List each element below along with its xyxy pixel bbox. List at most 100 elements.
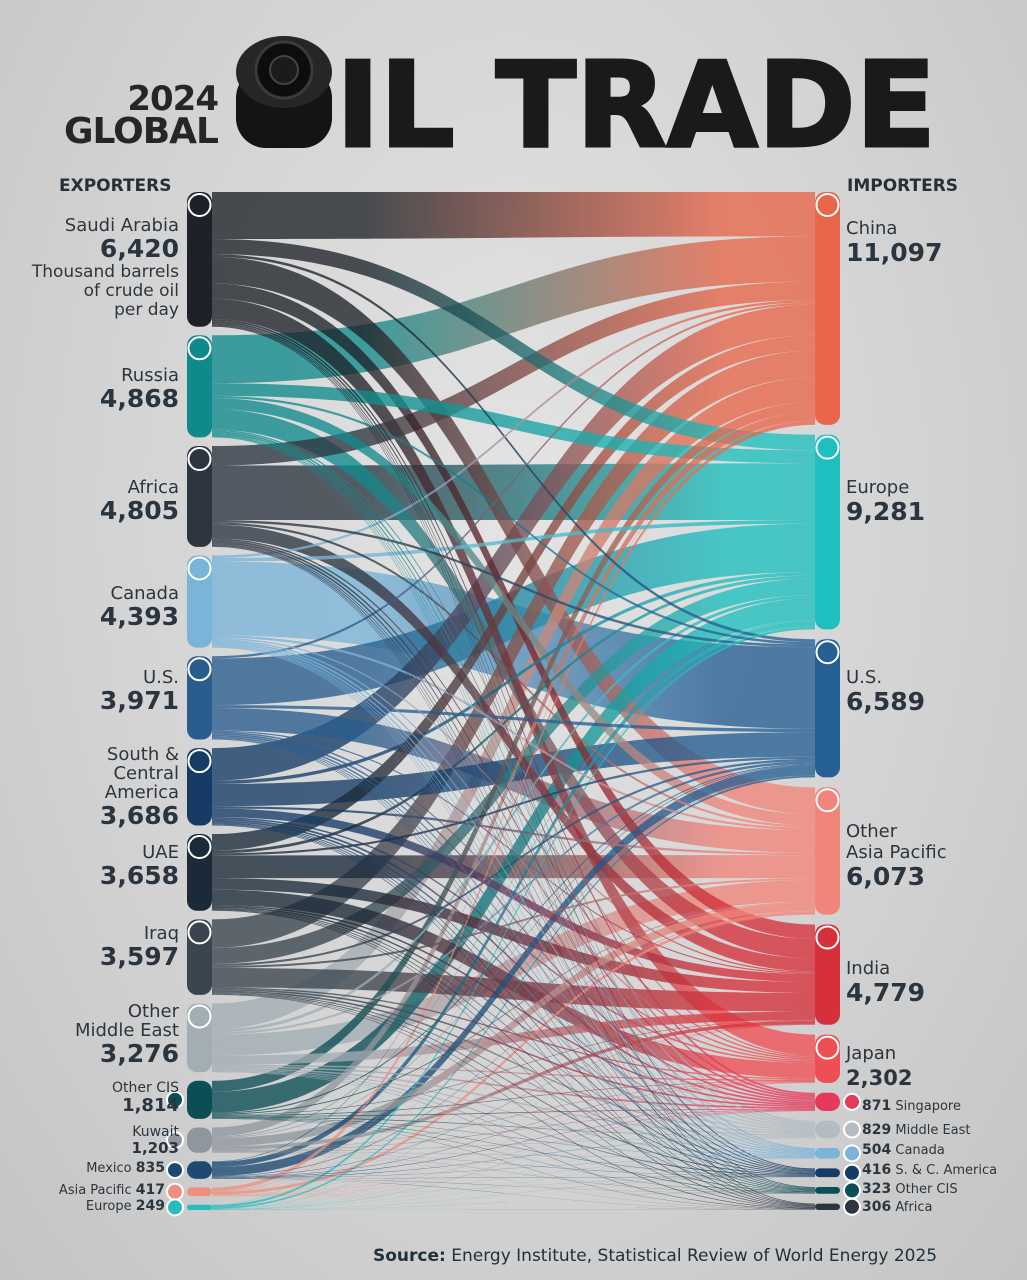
- importer-value: 11,097: [846, 238, 943, 267]
- flow-10-1: [212, 619, 815, 1138]
- importer-name: Other: [846, 821, 898, 842]
- flow-13-0: [212, 424, 815, 1206]
- flow-4-5: [212, 731, 815, 1062]
- flow-1-2: [212, 395, 815, 645]
- flow-2-7: [212, 541, 815, 1127]
- flow-0-9: [212, 324, 815, 1170]
- flow-10-5: [212, 1081, 815, 1151]
- flow-8-6: [212, 1066, 815, 1109]
- importer-value: 2,302: [846, 1066, 913, 1090]
- flow-7-5: [212, 987, 815, 1080]
- importer-label-india: India 4,779: [846, 958, 925, 1007]
- flow-7-10: [212, 993, 815, 1193]
- flow-11-8: [212, 1158, 815, 1179]
- china-flag-icon: [815, 193, 840, 217]
- exporter-name: UAE: [142, 842, 179, 863]
- flow-12-4: [212, 1024, 815, 1195]
- exporter-value: 249: [135, 1198, 165, 1214]
- exporter-node: [187, 1204, 212, 1210]
- importer-value: 6,589: [846, 687, 926, 716]
- flow-13-10: [212, 1193, 815, 1210]
- flow-12-3: [212, 911, 815, 1195]
- flow-12-6: [212, 1110, 815, 1196]
- importer-node: [815, 1092, 840, 1111]
- flow-1-6: [212, 431, 815, 1097]
- importer-label-other-asia-pacific: Other Asia Pacific 6,073: [846, 821, 947, 891]
- importer-label-singapore: 871 Singapore: [862, 1098, 961, 1114]
- importer-value: 323: [862, 1181, 892, 1197]
- africa-icon: [843, 1197, 861, 1216]
- exporter-value: 4,868: [99, 384, 179, 413]
- flow-6-4: [212, 878, 815, 994]
- importer-label-china: China 11,097: [846, 218, 942, 267]
- flow-8-7: [212, 1067, 815, 1137]
- flow-8-1: [212, 595, 815, 1033]
- importer-node: [815, 434, 840, 630]
- exporter-node: [187, 1161, 212, 1179]
- importer-label-japan: Japan 2,302: [846, 1043, 912, 1092]
- exporter-name: Europe: [85, 1199, 132, 1214]
- flow-2-1: [212, 463, 815, 521]
- flow-5-1: [212, 572, 815, 784]
- flow-7-2: [212, 758, 815, 966]
- iraq-flag-icon: [187, 920, 212, 945]
- importer-name: U.S.: [846, 667, 883, 688]
- unit-note-line: per day: [114, 300, 179, 320]
- flow-13-3: [212, 914, 815, 1210]
- importer-name: Singapore: [895, 1099, 961, 1114]
- exporter-node: [187, 1127, 212, 1153]
- flow-13-6: [212, 1110, 815, 1210]
- title-text: IL TRADE: [336, 36, 936, 156]
- exporter-value: 1,203: [131, 1139, 179, 1157]
- exporter-label-asia-pacific: Asia Pacific 417: [59, 1182, 165, 1198]
- exporter-name: Central: [113, 763, 179, 784]
- importer-node: [815, 1168, 840, 1178]
- flow-6-6: [212, 904, 815, 1106]
- unit-note-line: Thousand barrels: [31, 262, 179, 282]
- flow-2-6: [212, 539, 815, 1099]
- importer-name: Middle East: [895, 1123, 971, 1138]
- exporter-label-europe: Europe 249: [86, 1198, 165, 1214]
- flow-9-2: [212, 763, 815, 1114]
- flow-11-4: [212, 1024, 815, 1177]
- exporter-value: 4,805: [99, 496, 179, 525]
- flow-8-10: [212, 1071, 815, 1193]
- importer-name: China: [846, 218, 898, 239]
- flow-11-2: [212, 765, 815, 1177]
- flow-11-11: [212, 1178, 815, 1210]
- south-america-icon: [187, 749, 212, 774]
- source-label: Source:: [373, 1246, 446, 1266]
- south-america-icon: [843, 1163, 861, 1182]
- oil-barrel-icon: [236, 36, 332, 148]
- flow-1-8: [212, 434, 815, 1151]
- flow-13-5: [212, 1082, 815, 1210]
- title-global: GLOBAL: [63, 111, 219, 152]
- flow-10-9: [212, 1152, 815, 1177]
- exporter-name: South &: [106, 744, 179, 765]
- flow-6-2: [212, 756, 815, 856]
- flow-9-8: [212, 1117, 815, 1158]
- source-note: Source: Energy Institute, Statistical Re…: [373, 1246, 937, 1266]
- importer-node: [815, 1120, 840, 1139]
- flow-5-10: [212, 824, 815, 1192]
- flow-12-8: [212, 1158, 815, 1196]
- flow-10-2: [212, 764, 815, 1139]
- flow-6-8: [212, 908, 815, 1156]
- flow-5-9: [212, 823, 815, 1174]
- flow-7-0: [212, 350, 815, 948]
- flow-3-8: [212, 644, 815, 1153]
- exporter-value: 1,814: [122, 1095, 179, 1116]
- flow-3-5: [212, 638, 815, 1060]
- flow-7-8: [212, 991, 815, 1157]
- flow-6-11: [212, 910, 815, 1209]
- importer-value: 306: [862, 1199, 892, 1215]
- flow-11-5: [212, 1082, 815, 1178]
- node-layer: [187, 192, 840, 1210]
- importer-label-middle-east: 829 Middle East: [862, 1122, 971, 1138]
- importer-label-sc-america: 416 S. & C. America: [862, 1162, 997, 1178]
- flow-12-10: [212, 1193, 815, 1197]
- importer-name: Japan: [846, 1043, 897, 1064]
- flow-13-9: [212, 1177, 815, 1210]
- singapore-flag-icon: [843, 1092, 861, 1111]
